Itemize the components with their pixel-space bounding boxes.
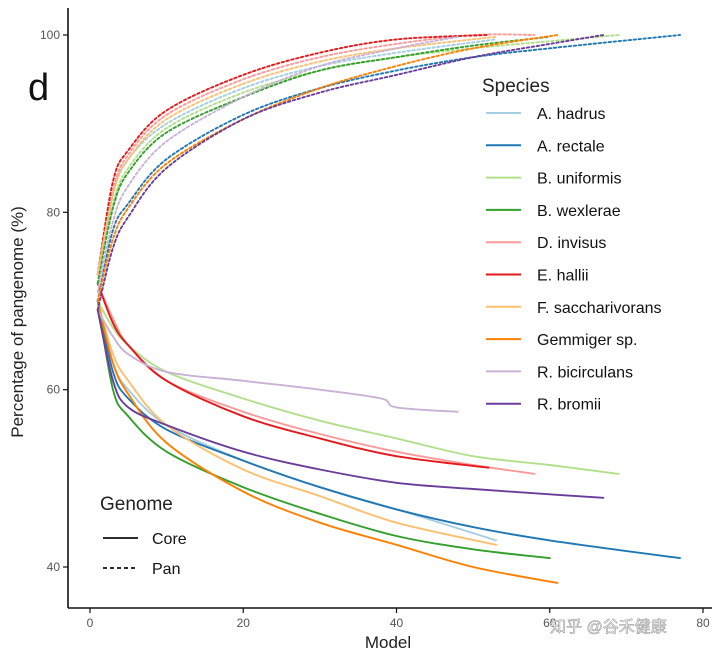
genome-legend-label: Pan [152,561,180,578]
y-tick-label: 40 [47,560,61,574]
legend-label: R. bromii [537,397,601,414]
species-legend: Species A. hadrus A. rectale B. uniformis B… [482,76,662,414]
y-tick-label: 100 [40,28,60,42]
series-e-hallii-pan [96,34,490,276]
series-e-hallii-core [96,282,490,469]
series-a-rectale-core [96,300,681,560]
y-tick-label: 60 [47,383,61,397]
legend-label: D. invisus [537,235,606,252]
x-tick-label: 20 [237,616,251,630]
legend-label: A. hadrus [537,106,605,123]
series-gemmiger-sp-core [96,300,559,584]
series-b-uniformis-core [96,300,620,475]
ticks-layer: 40 60 80 100 0 20 40 60 80 [40,28,710,630]
series-f-saccharivorans-core [96,300,498,546]
series-d-invisus-core [96,282,536,475]
series-layer [96,33,681,584]
x-tick-label: 0 [87,616,94,630]
series-b-wexlerae-core [96,300,551,560]
species-legend-title: Species [482,76,550,97]
x-axis-title: Model [365,633,411,652]
watermark: 知乎 @谷禾健康 [550,618,667,636]
x-tick-label: 60 [543,616,557,630]
legend-label: F. saccharivorans [537,300,662,317]
genome-legend-title: Genome [100,494,173,515]
legend-label: B. uniformis [537,171,621,188]
series-r-bromii-pan [96,34,605,311]
panel-label: d [28,67,49,109]
series-r-bicirculans-core [96,308,459,413]
legend-label: A. rectale [537,138,605,155]
genome-legend: Genome Core Pan [100,494,187,578]
series-r-bromii-core [96,308,605,499]
x-tick-label: 80 [696,616,710,630]
genome-legend-label: Core [152,531,187,548]
x-tick-label: 40 [390,616,404,630]
legend-label: Gemmiger sp. [537,332,637,349]
series-d-invisus-pan [96,33,536,276]
series-a-rectale-pan [96,34,681,302]
legend-label: R. bicirculans [537,364,633,381]
series-r-bicirculans-pan [96,35,459,294]
legend-label: E. hallii [537,268,589,285]
series-b-wexlerae-pan [96,35,551,285]
y-axis-title: Percentage of pangenome (%) [8,206,27,438]
legend-label: B. wexlerae [537,203,621,220]
y-tick-label: 80 [47,205,61,219]
